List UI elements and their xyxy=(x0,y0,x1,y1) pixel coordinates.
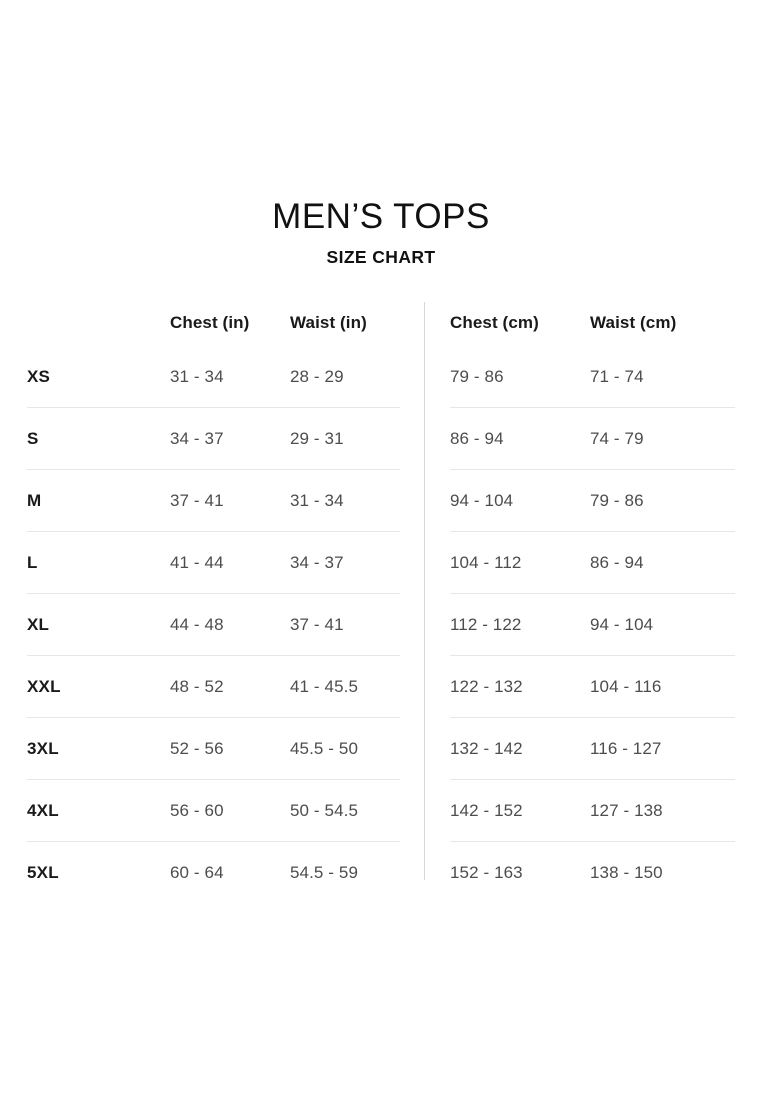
chest-cm-value: 122 - 132 xyxy=(450,655,590,718)
chest-cm-value: 94 - 104 xyxy=(450,469,590,532)
imperial-table-body: XS 31 - 34 28 - 29 S 34 - 37 29 - 31 M 3… xyxy=(27,346,400,903)
page-subtitle: SIZE CHART xyxy=(326,247,436,267)
imperial-table-wrapper: Chest (in) Waist (in) XS 31 - 34 28 - 29… xyxy=(27,300,400,903)
chest-cm-value: 112 - 122 xyxy=(450,593,590,656)
chest-cm-value: 152 - 163 xyxy=(450,841,590,903)
waist-cm-value: 79 - 86 xyxy=(590,469,735,532)
waist-cm-value: 74 - 79 xyxy=(590,407,735,470)
size-label: XS xyxy=(27,366,51,386)
waist-in-value: 54.5 - 59 xyxy=(290,841,400,903)
metric-header-row: Chest (cm) Waist (cm) xyxy=(450,300,735,346)
imperial-waist-header: Waist (in) xyxy=(290,313,367,332)
table-row: 94 - 104 79 - 86 xyxy=(450,469,735,532)
table-row: 5XL 60 - 64 54.5 - 59 xyxy=(27,841,400,903)
table-row: 132 - 142 116 - 127 xyxy=(450,717,735,780)
chest-in-value: 34 - 37 xyxy=(170,407,290,470)
metric-waist-header: Waist (cm) xyxy=(590,313,677,332)
table-row: 142 - 152 127 - 138 xyxy=(450,779,735,842)
table-row: S 34 - 37 29 - 31 xyxy=(27,407,400,470)
table-row: XS 31 - 34 28 - 29 xyxy=(27,346,400,408)
chest-cm-value: 86 - 94 xyxy=(450,407,590,470)
table-row: 152 - 163 138 - 150 xyxy=(450,841,735,903)
imperial-chest-header: Chest (in) xyxy=(170,313,250,332)
chest-in-value: 37 - 41 xyxy=(170,469,290,532)
size-label: 3XL xyxy=(27,717,170,780)
table-row: 104 - 112 86 - 94 xyxy=(450,531,735,594)
waist-cm-value: 86 - 94 xyxy=(590,531,735,594)
size-label: 5XL xyxy=(27,841,170,903)
imperial-header-row: Chest (in) Waist (in) xyxy=(27,300,400,346)
size-label: XXL xyxy=(27,655,170,718)
table-row: M 37 - 41 31 - 34 xyxy=(27,469,400,532)
metric-size-table: Chest (cm) Waist (cm) 79 - 86 71 - 74 86… xyxy=(450,300,735,903)
table-row: 3XL 52 - 56 45.5 - 50 xyxy=(27,717,400,780)
chest-cm-value: 132 - 142 xyxy=(450,717,590,780)
page-title: MEN’S TOPS xyxy=(272,197,490,236)
metric-chest-header: Chest (cm) xyxy=(450,313,539,332)
chest-in-value: 31 - 34 xyxy=(170,366,224,386)
imperial-table-head: Chest (in) Waist (in) xyxy=(27,300,400,346)
waist-in-value: 28 - 29 xyxy=(290,366,344,386)
vertical-divider xyxy=(424,302,425,880)
size-chart-tables: Chest (in) Waist (in) XS 31 - 34 28 - 29… xyxy=(0,300,762,903)
table-row: 112 - 122 94 - 104 xyxy=(450,593,735,656)
table-row: L 41 - 44 34 - 37 xyxy=(27,531,400,594)
chest-in-value: 48 - 52 xyxy=(170,655,290,718)
chest-in-value: 52 - 56 xyxy=(170,717,290,780)
metric-table-wrapper: Chest (cm) Waist (cm) 79 - 86 71 - 74 86… xyxy=(450,300,735,903)
waist-in-value: 41 - 45.5 xyxy=(290,655,400,718)
size-label: XL xyxy=(27,593,170,656)
size-label: S xyxy=(27,407,170,470)
waist-cm-value: 71 - 74 xyxy=(590,366,644,386)
chest-in-value: 60 - 64 xyxy=(170,841,290,903)
table-row: 79 - 86 71 - 74 xyxy=(450,346,735,408)
chest-in-value: 41 - 44 xyxy=(170,531,290,594)
waist-cm-value: 116 - 127 xyxy=(590,717,735,780)
waist-cm-value: 104 - 116 xyxy=(590,655,735,718)
chest-cm-value: 79 - 86 xyxy=(450,366,504,386)
chest-cm-value: 104 - 112 xyxy=(450,531,590,594)
size-label: L xyxy=(27,531,170,594)
chest-in-value: 56 - 60 xyxy=(170,779,290,842)
waist-in-value: 50 - 54.5 xyxy=(290,779,400,842)
imperial-size-table: Chest (in) Waist (in) XS 31 - 34 28 - 29… xyxy=(27,300,400,903)
size-label: 4XL xyxy=(27,779,170,842)
chest-cm-value: 142 - 152 xyxy=(450,779,590,842)
table-row: 86 - 94 74 - 79 xyxy=(450,407,735,470)
waist-cm-value: 94 - 104 xyxy=(590,593,735,656)
size-label: M xyxy=(27,469,170,532)
metric-table-body: 79 - 86 71 - 74 86 - 94 74 - 79 94 - 104… xyxy=(450,346,735,903)
table-row: 4XL 56 - 60 50 - 54.5 xyxy=(27,779,400,842)
metric-table-head: Chest (cm) Waist (cm) xyxy=(450,300,735,346)
waist-in-value: 34 - 37 xyxy=(290,531,400,594)
size-column-header xyxy=(27,300,170,346)
waist-in-value: 37 - 41 xyxy=(290,593,400,656)
waist-in-value: 31 - 34 xyxy=(290,469,400,532)
table-row: 122 - 132 104 - 116 xyxy=(450,655,735,718)
title-block: MEN’S TOPS SIZE CHART xyxy=(0,196,762,268)
waist-cm-value: 138 - 150 xyxy=(590,841,735,903)
waist-cm-value: 127 - 138 xyxy=(590,779,735,842)
waist-in-value: 45.5 - 50 xyxy=(290,717,400,780)
table-row: XL 44 - 48 37 - 41 xyxy=(27,593,400,656)
chest-in-value: 44 - 48 xyxy=(170,593,290,656)
table-row: XXL 48 - 52 41 - 45.5 xyxy=(27,655,400,718)
waist-in-value: 29 - 31 xyxy=(290,407,400,470)
